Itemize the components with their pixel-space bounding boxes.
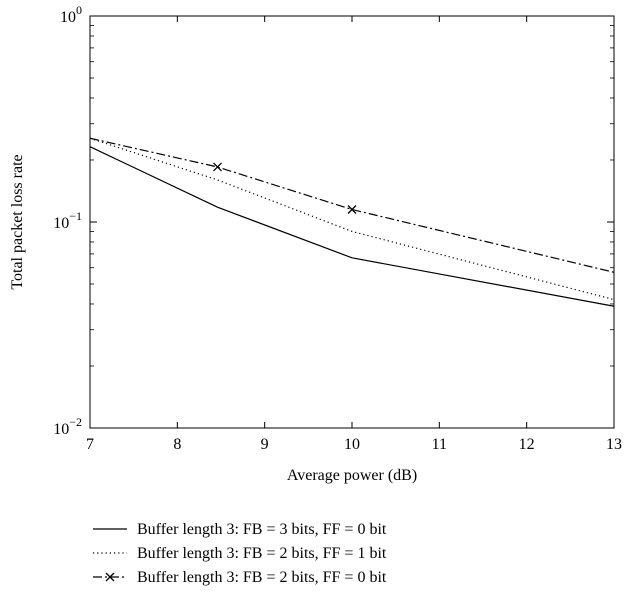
legend-label-1: Buffer length 3: FB = 3 bits, FF = 0 bit: [137, 521, 387, 538]
legend-label-3: Buffer length 3: FB = 2 bits, FF = 0 bit: [137, 569, 387, 586]
x-tick-label: 8: [173, 436, 181, 453]
series-3-marker: [347, 205, 357, 214]
x-tick-label: 7: [86, 436, 94, 453]
x-tick-label: 9: [261, 436, 269, 453]
x-axis-title: Average power (dB): [287, 467, 417, 484]
series-line-1: [89, 146, 615, 307]
series-line-2: [89, 137, 615, 301]
series-3-marker: [213, 162, 222, 172]
ticks-layer: [89, 15, 615, 429]
x-tick-label: 10: [344, 436, 360, 453]
plot-area: [89, 15, 615, 429]
x-tick-label: 13: [606, 436, 622, 453]
labels-layer: 7 8 9 10 11 12 13 100 10−1 10−2: [53, 3, 622, 453]
y-tick-label: 10−1: [53, 209, 82, 232]
x-tick-label: 11: [432, 436, 447, 453]
series-layer: [89, 137, 615, 307]
x-tick-label: 12: [519, 436, 535, 453]
legend: Buffer length 3: FB = 3 bits, FF = 0 bit…: [93, 521, 387, 586]
legend-label-2: Buffer length 3: FB = 2 bits, FF = 1 bit: [137, 545, 387, 562]
legend-marker-3: [105, 572, 115, 582]
y-tick-label: 100: [60, 3, 82, 26]
y-tick-label: 10−2: [53, 415, 82, 438]
y-axis-title: Total packet loss rate: [9, 154, 26, 289]
series-line-3: [89, 137, 615, 273]
